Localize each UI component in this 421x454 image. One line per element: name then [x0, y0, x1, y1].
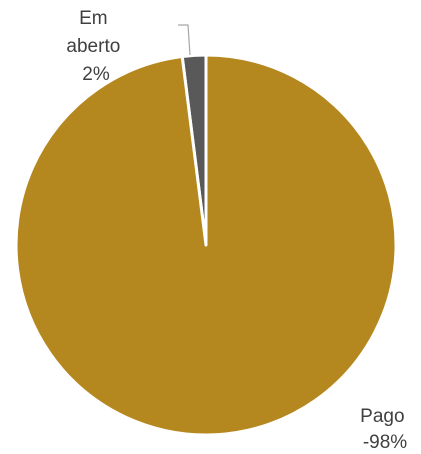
pie-slices	[14, 53, 398, 437]
em-aberto-label-line-2: aberto	[66, 36, 120, 57]
em-aberto-value-label: 2%	[82, 64, 110, 85]
slice-label-em-aberto: Em aberto 2%	[66, 8, 125, 85]
pago-label: Pago	[360, 406, 404, 427]
pie-slice-pago	[14, 53, 398, 437]
em-aberto-label-line-1: Em	[79, 8, 108, 29]
pago-value-label: -98%	[363, 432, 407, 453]
em-aberto-leader-line	[178, 24, 191, 56]
slice-label-pago: Pago -98%	[360, 406, 410, 453]
